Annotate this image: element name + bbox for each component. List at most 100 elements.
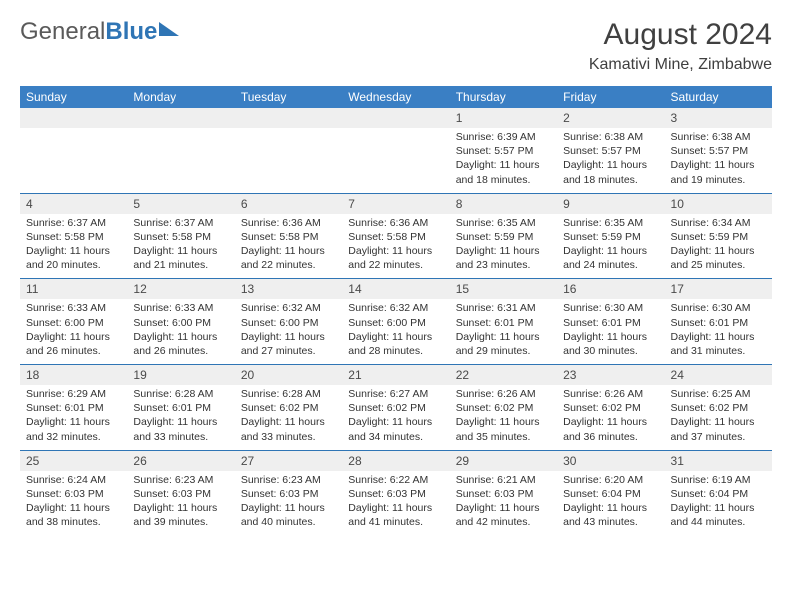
day-number: 26	[127, 450, 234, 471]
logo-triangle-icon	[159, 22, 179, 36]
sunrise-text: Sunrise: 6:26 AM	[563, 387, 658, 401]
day-header-row: Sunday Monday Tuesday Wednesday Thursday…	[20, 86, 772, 108]
daylight-text: Daylight: 11 hours and 30 minutes.	[563, 330, 658, 358]
day-number: 8	[450, 193, 557, 214]
sunrise-text: Sunrise: 6:30 AM	[671, 301, 766, 315]
logo: GeneralBlue	[20, 18, 179, 46]
day-number: 28	[342, 450, 449, 471]
daylight-text: Daylight: 11 hours and 33 minutes.	[133, 415, 228, 443]
daylight-text: Daylight: 11 hours and 20 minutes.	[26, 244, 121, 272]
sunset-text: Sunset: 6:00 PM	[241, 316, 336, 330]
sunrise-text: Sunrise: 6:19 AM	[671, 473, 766, 487]
day-number: 27	[235, 450, 342, 471]
day-number-row: 45678910	[20, 193, 772, 214]
sunrise-text: Sunrise: 6:30 AM	[563, 301, 658, 315]
sunset-text: Sunset: 6:02 PM	[563, 401, 658, 415]
day-cell: Sunrise: 6:22 AMSunset: 6:03 PMDaylight:…	[342, 471, 449, 536]
sunset-text: Sunset: 5:59 PM	[563, 230, 658, 244]
daylight-text: Daylight: 11 hours and 19 minutes.	[671, 158, 766, 186]
logo-text-blue: Blue	[105, 18, 157, 46]
sunset-text: Sunset: 5:59 PM	[456, 230, 551, 244]
sunset-text: Sunset: 6:04 PM	[671, 487, 766, 501]
sunset-text: Sunset: 6:02 PM	[456, 401, 551, 415]
daylight-text: Daylight: 11 hours and 43 minutes.	[563, 501, 658, 529]
sunset-text: Sunset: 5:58 PM	[241, 230, 336, 244]
logo-text-general: General	[20, 18, 105, 46]
day-cell	[127, 128, 234, 193]
day-cell: Sunrise: 6:35 AMSunset: 5:59 PMDaylight:…	[450, 214, 557, 279]
day-number: 18	[20, 365, 127, 386]
sunrise-text: Sunrise: 6:24 AM	[26, 473, 121, 487]
sunrise-text: Sunrise: 6:36 AM	[241, 216, 336, 230]
day-cell: Sunrise: 6:20 AMSunset: 6:04 PMDaylight:…	[557, 471, 664, 536]
daylight-text: Daylight: 11 hours and 31 minutes.	[671, 330, 766, 358]
calendar-table: Sunday Monday Tuesday Wednesday Thursday…	[20, 86, 772, 535]
sunrise-text: Sunrise: 6:22 AM	[348, 473, 443, 487]
daylight-text: Daylight: 11 hours and 18 minutes.	[563, 158, 658, 186]
day-number	[342, 108, 449, 128]
day-cell: Sunrise: 6:33 AMSunset: 6:00 PMDaylight:…	[127, 299, 234, 364]
day-number: 6	[235, 193, 342, 214]
sunset-text: Sunset: 5:59 PM	[671, 230, 766, 244]
sunset-text: Sunset: 5:57 PM	[671, 144, 766, 158]
daylight-text: Daylight: 11 hours and 35 minutes.	[456, 415, 551, 443]
day-cell: Sunrise: 6:24 AMSunset: 6:03 PMDaylight:…	[20, 471, 127, 536]
sunset-text: Sunset: 6:03 PM	[26, 487, 121, 501]
sunrise-text: Sunrise: 6:26 AM	[456, 387, 551, 401]
day-header: Saturday	[665, 86, 772, 108]
sunrise-text: Sunrise: 6:33 AM	[26, 301, 121, 315]
day-header: Sunday	[20, 86, 127, 108]
day-cell: Sunrise: 6:19 AMSunset: 6:04 PMDaylight:…	[665, 471, 772, 536]
day-cell: Sunrise: 6:39 AMSunset: 5:57 PMDaylight:…	[450, 128, 557, 193]
day-cell: Sunrise: 6:21 AMSunset: 6:03 PMDaylight:…	[450, 471, 557, 536]
day-number-row: 25262728293031	[20, 450, 772, 471]
day-content-row: Sunrise: 6:33 AM Sunset: 6:00 PM Daylight:…	[20, 299, 772, 364]
day-number: 17	[665, 279, 772, 300]
sunrise-text: Sunrise: 6:37 AM	[133, 216, 228, 230]
sunset-text: Sunset: 6:02 PM	[241, 401, 336, 415]
sunset-text: Sunset: 6:01 PM	[26, 401, 121, 415]
day-header: Tuesday	[235, 86, 342, 108]
calendar-page: GeneralBlue August 2024 Kamativi Mine, Z…	[0, 0, 792, 545]
sunrise-text: Sunrise: 6:29 AM	[26, 387, 121, 401]
day-cell: Sunrise: 6:36 AMSunset: 5:58 PMDaylight:…	[235, 214, 342, 279]
day-number-row: 18192021222324	[20, 365, 772, 386]
daylight-text: Daylight: 11 hours and 34 minutes.	[348, 415, 443, 443]
day-cell: Sunrise: 6:23 AMSunset: 6:03 PMDaylight:…	[235, 471, 342, 536]
day-cell: Sunrise: 6:30 AMSunset: 6:01 PMDaylight:…	[665, 299, 772, 364]
day-cell: Sunrise: 6:37 AMSunset: 5:58 PMDaylight:…	[127, 214, 234, 279]
day-cell: Sunrise: 6:38 AMSunset: 5:57 PMDaylight:…	[665, 128, 772, 193]
sunset-text: Sunset: 5:57 PM	[456, 144, 551, 158]
day-number: 3	[665, 108, 772, 128]
daylight-text: Daylight: 11 hours and 41 minutes.	[348, 501, 443, 529]
sunset-text: Sunset: 6:02 PM	[671, 401, 766, 415]
day-number: 12	[127, 279, 234, 300]
day-content-row: Sunrise: 6:24 AMSunset: 6:03 PMDaylight:…	[20, 471, 772, 536]
daylight-text: Daylight: 11 hours and 32 minutes.	[26, 415, 121, 443]
day-number: 2	[557, 108, 664, 128]
sunrise-text: Sunrise: 6:23 AM	[133, 473, 228, 487]
day-cell: Sunrise: 6:36 AMSunset: 5:58 PMDaylight:…	[342, 214, 449, 279]
day-number: 16	[557, 279, 664, 300]
title-block: August 2024 Kamativi Mine, Zimbabwe	[589, 18, 772, 74]
daylight-text: Daylight: 11 hours and 33 minutes.	[241, 415, 336, 443]
daylight-text: Daylight: 11 hours and 18 minutes.	[456, 158, 551, 186]
day-cell: Sunrise: 6:26 AMSunset: 6:02 PMDaylight:…	[450, 385, 557, 450]
daylight-text: Daylight: 11 hours and 29 minutes.	[456, 330, 551, 358]
sunrise-text: Sunrise: 6:35 AM	[563, 216, 658, 230]
day-number: 1	[450, 108, 557, 128]
day-number: 10	[665, 193, 772, 214]
sunrise-text: Sunrise: 6:28 AM	[133, 387, 228, 401]
day-header: Friday	[557, 86, 664, 108]
day-number: 15	[450, 279, 557, 300]
day-number: 31	[665, 450, 772, 471]
day-header: Thursday	[450, 86, 557, 108]
day-number	[127, 108, 234, 128]
day-cell: Sunrise: 6:32 AMSunset: 6:00 PMDaylight:…	[342, 299, 449, 364]
daylight-text: Daylight: 11 hours and 38 minutes.	[26, 501, 121, 529]
daylight-text: Daylight: 11 hours and 23 minutes.	[456, 244, 551, 272]
day-number: 23	[557, 365, 664, 386]
header: GeneralBlue August 2024 Kamativi Mine, Z…	[20, 18, 772, 74]
daylight-text: Daylight: 11 hours and 36 minutes.	[563, 415, 658, 443]
sunset-text: Sunset: 6:03 PM	[241, 487, 336, 501]
